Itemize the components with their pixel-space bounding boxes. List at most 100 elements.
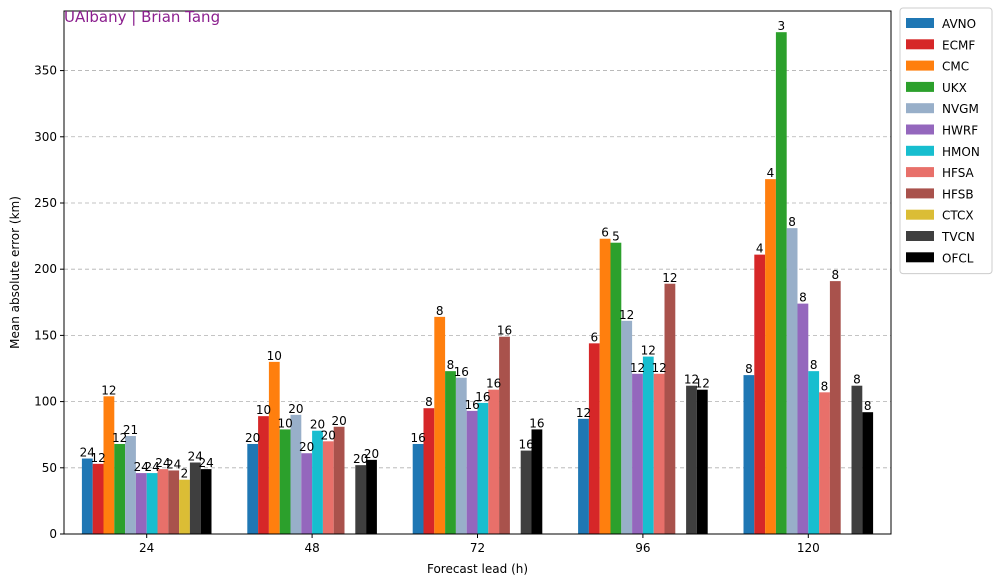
bar-count-label: 12 xyxy=(90,451,105,465)
y-tick-label: 150 xyxy=(34,328,57,342)
bar-tvcn-24 xyxy=(189,462,201,534)
y-tick-label: 300 xyxy=(34,130,57,144)
bar-ukx-96 xyxy=(610,242,622,534)
legend-swatch xyxy=(906,124,934,135)
bar-count-label: 16 xyxy=(454,365,469,379)
legend-label: HFSB xyxy=(942,187,974,201)
bar-nvgm-24 xyxy=(125,436,136,534)
bar-ofcl-72 xyxy=(531,429,543,534)
bar-hmon-24 xyxy=(146,473,158,534)
bar-count-label: 20 xyxy=(245,431,260,445)
legend-swatch xyxy=(906,81,934,92)
bar-cmc-96 xyxy=(599,238,611,535)
bar-count-label: 24 xyxy=(134,460,149,474)
bar-nvgm-72 xyxy=(455,377,467,534)
bar-ukx-72 xyxy=(445,371,456,534)
bar-count-label: 10 xyxy=(256,403,271,417)
bar-hwrf-120 xyxy=(797,303,809,534)
bar-count-label: 24 xyxy=(198,456,213,470)
bar-count-label: 12 xyxy=(641,344,656,358)
bar-count-label: 12 xyxy=(619,308,634,322)
bar-count-label: 2 xyxy=(181,467,189,481)
legend: AVNO ECMF CMC UKX NVGM HWRF HMON HFSA HFSB CTCX TV… xyxy=(899,7,993,275)
bar-count-label: 8 xyxy=(745,362,753,376)
bar-count-label: 12 xyxy=(651,361,666,375)
bar-ukx-48 xyxy=(279,429,291,534)
x-tick-label: 72 xyxy=(470,541,485,555)
bar-count-label: 8 xyxy=(447,358,455,372)
x-tick-label: 48 xyxy=(304,541,319,555)
bar-nvgm-120 xyxy=(786,228,798,535)
bar-hwrf-48 xyxy=(301,453,313,534)
bar-count-label: 21 xyxy=(123,423,138,437)
bar-avno-24 xyxy=(81,458,93,534)
bar-count-label: 12 xyxy=(630,361,645,375)
legend-label: CTCX xyxy=(942,209,974,223)
legend-label: HWRF xyxy=(942,124,978,138)
bar-count-label: 8 xyxy=(788,215,796,229)
bar-count-label: 24 xyxy=(144,460,159,474)
bar-tvcn-96 xyxy=(686,385,697,534)
bar-count-label: 20 xyxy=(321,428,336,442)
legend-label: HMON xyxy=(942,145,980,159)
bar-count-label: 20 xyxy=(364,447,379,461)
bar-count-label: 8 xyxy=(425,395,433,409)
legend-swatch xyxy=(906,60,934,71)
x-tick-label: 96 xyxy=(635,541,650,555)
bar-hmon-72 xyxy=(477,402,489,534)
bar-ecmf-120 xyxy=(754,254,766,535)
bar-ecmf-24 xyxy=(92,463,104,534)
legend-swatch xyxy=(906,231,934,241)
y-tick-label: 350 xyxy=(34,64,57,78)
bar-count-label: 24 xyxy=(155,456,170,470)
bar-hwrf-72 xyxy=(466,410,478,534)
bar-count-label: 16 xyxy=(410,431,425,445)
legend-label: NVGM xyxy=(942,102,979,116)
legend-swatch xyxy=(906,167,934,178)
bar-ofcl-96 xyxy=(696,389,708,534)
bar-avno-120 xyxy=(743,375,755,534)
bar-hfsb-96 xyxy=(664,283,676,534)
bar-count-label: 8 xyxy=(821,379,829,393)
bar-avno-96 xyxy=(578,418,589,534)
legend-swatch xyxy=(906,188,934,199)
bar-count-label: 10 xyxy=(267,349,282,363)
bar-count-label: 20 xyxy=(310,418,325,432)
watermark-text: UAlbany | Brian Tang xyxy=(64,8,220,26)
bar-count-label: 12 xyxy=(684,373,699,387)
bar-count-label: 8 xyxy=(831,268,839,282)
legend-label: TVCN xyxy=(941,230,975,244)
bar-hwrf-96 xyxy=(632,373,643,534)
bar-cmc-72 xyxy=(434,316,446,534)
bar-count-label: 16 xyxy=(464,398,479,412)
bar-hfsb-72 xyxy=(499,336,510,534)
bar-count-label: 20 xyxy=(288,402,303,416)
bar-cmc-24 xyxy=(103,396,115,534)
bar-count-label: 24 xyxy=(80,446,95,460)
bar-ecmf-96 xyxy=(588,343,600,534)
bars xyxy=(81,32,874,535)
bar-hmon-96 xyxy=(642,356,654,534)
bar-ecmf-48 xyxy=(258,416,269,534)
bar-ofcl-120 xyxy=(862,412,874,534)
y-tick-label: 0 xyxy=(49,527,57,541)
bar-count-label: 3 xyxy=(777,19,785,33)
bar-count-label: 10 xyxy=(277,416,292,430)
bar-ofcl-48 xyxy=(366,459,377,534)
legend-label: UKX xyxy=(942,81,967,95)
bar-hfsa-120 xyxy=(819,392,830,534)
bar-ukx-120 xyxy=(775,32,787,534)
bar-count-label: 8 xyxy=(436,304,444,318)
legend-swatch xyxy=(906,18,934,28)
bar-count-label: 12 xyxy=(695,377,710,391)
bar-count-label: 4 xyxy=(756,242,764,256)
bar-hfsb-120 xyxy=(829,281,841,534)
bar-hmon-120 xyxy=(808,371,820,534)
bar-tvcn-72 xyxy=(520,450,532,534)
y-axis-title: Mean absolute error (km) xyxy=(8,196,22,349)
bar-count-label: 12 xyxy=(576,406,591,420)
bar-count-label: 24 xyxy=(166,457,181,471)
bar-count-label: 6 xyxy=(601,226,609,240)
bar-count-label: 5 xyxy=(612,230,620,244)
